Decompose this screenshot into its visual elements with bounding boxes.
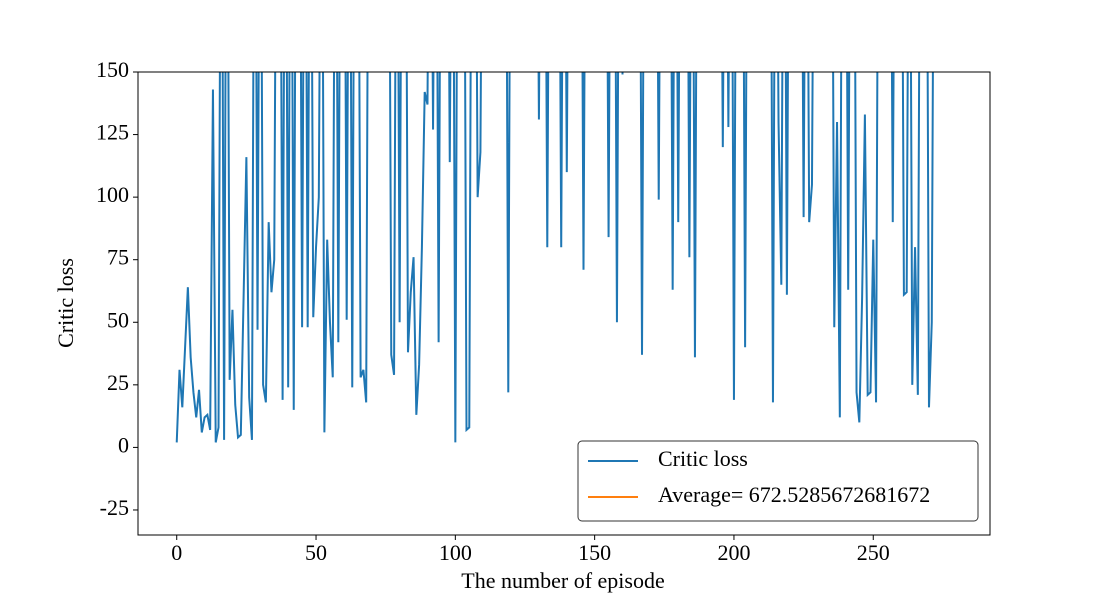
x-tick-label: 50 — [305, 540, 327, 565]
x-tick-label: 0 — [171, 540, 182, 565]
legend-label: Average= 672.5285672681672 — [658, 482, 930, 507]
x-tick-label: 100 — [439, 540, 472, 565]
axes-frame — [137, 71, 991, 536]
x-tick-label: 150 — [578, 540, 611, 565]
y-tick-label: 0 — [118, 432, 129, 457]
y-tick-label: 100 — [96, 182, 129, 207]
legend-label: Critic loss — [658, 446, 748, 471]
y-tick-label: 50 — [107, 307, 129, 332]
y-tick-label: 125 — [96, 120, 129, 145]
y-tick-label: 25 — [107, 370, 129, 395]
x-tick-label: 200 — [717, 540, 750, 565]
y-tick-label: 75 — [107, 245, 129, 270]
x-tick-label: 250 — [857, 540, 890, 565]
plot-area — [175, 72, 934, 443]
legend-box — [577, 440, 979, 522]
x-axis-label: The number of episode — [461, 568, 664, 593]
y-tick-label: 150 — [96, 57, 129, 82]
y-tick-label: -25 — [100, 495, 129, 520]
data-line — [175, 72, 934, 443]
y-axis-label: Critic loss — [53, 258, 78, 348]
